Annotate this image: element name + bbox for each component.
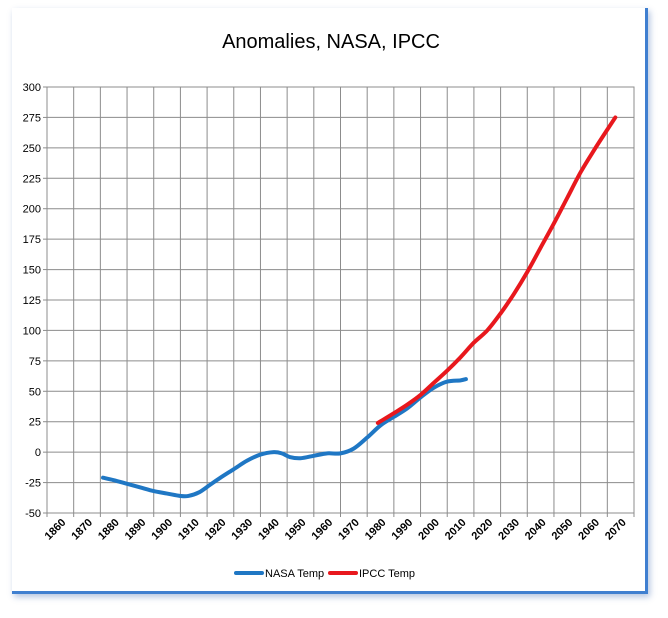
x-tick-label: 1970: [336, 517, 362, 543]
x-tick-label: 1990: [390, 517, 416, 543]
y-tick-label: 75: [29, 356, 41, 368]
x-tick-label: 1950: [283, 517, 309, 543]
x-tick-label: 1960: [309, 517, 335, 543]
y-tick-label: 275: [23, 112, 41, 124]
x-tick-label: 2040: [523, 517, 549, 543]
y-tick-label: 250: [23, 143, 41, 155]
y-tick-label: 175: [23, 234, 41, 246]
gridlines: [46, 86, 635, 514]
legend: NASA Temp IPCC Temp: [234, 568, 415, 580]
y-tick-label: 50: [29, 386, 41, 398]
y-tick-label: 125: [23, 295, 41, 307]
y-tick-label: -50: [25, 508, 41, 520]
legend-label: IPCC Temp: [359, 568, 415, 580]
x-tick-label: 1880: [96, 517, 122, 543]
x-tick-label: 1870: [69, 517, 95, 543]
y-tick-label: 25: [29, 417, 41, 429]
x-tick-label: 1900: [149, 517, 175, 543]
series-lines: [101, 115, 618, 499]
x-tick-label: 2030: [496, 517, 522, 543]
series-line-ipcc-temp: [375, 115, 618, 425]
x-tick-label: 1890: [123, 517, 149, 543]
x-tick-label: 1860: [43, 517, 69, 543]
x-tick-label: 1930: [229, 517, 255, 543]
y-tick-label: 300: [23, 82, 41, 94]
x-tick-label: 1910: [176, 517, 202, 543]
y-tick-label: 0: [35, 447, 41, 459]
x-tick-label: 2000: [416, 517, 442, 543]
y-tick-label: 200: [23, 204, 41, 216]
y-tick-label: 150: [23, 265, 41, 277]
y-tick-label: 225: [23, 173, 41, 185]
y-tick-label: 100: [23, 325, 41, 337]
x-tick-label: 1920: [203, 517, 229, 543]
x-tick-label: 1980: [363, 517, 389, 543]
x-tick-label: 1940: [256, 517, 282, 543]
series-line-nasa-temp: [101, 377, 468, 499]
x-tick-label: 2050: [550, 517, 576, 543]
legend-label: NASA Temp: [265, 568, 324, 580]
x-tick-label: 2060: [576, 517, 602, 543]
y-tick-label: -25: [25, 478, 41, 490]
chart-title: Anomalies, NASA, IPCC: [222, 31, 440, 53]
x-tick-label: 2020: [470, 517, 496, 543]
x-tick-label: 2010: [443, 517, 469, 543]
x-tick-label: 2070: [603, 517, 629, 543]
